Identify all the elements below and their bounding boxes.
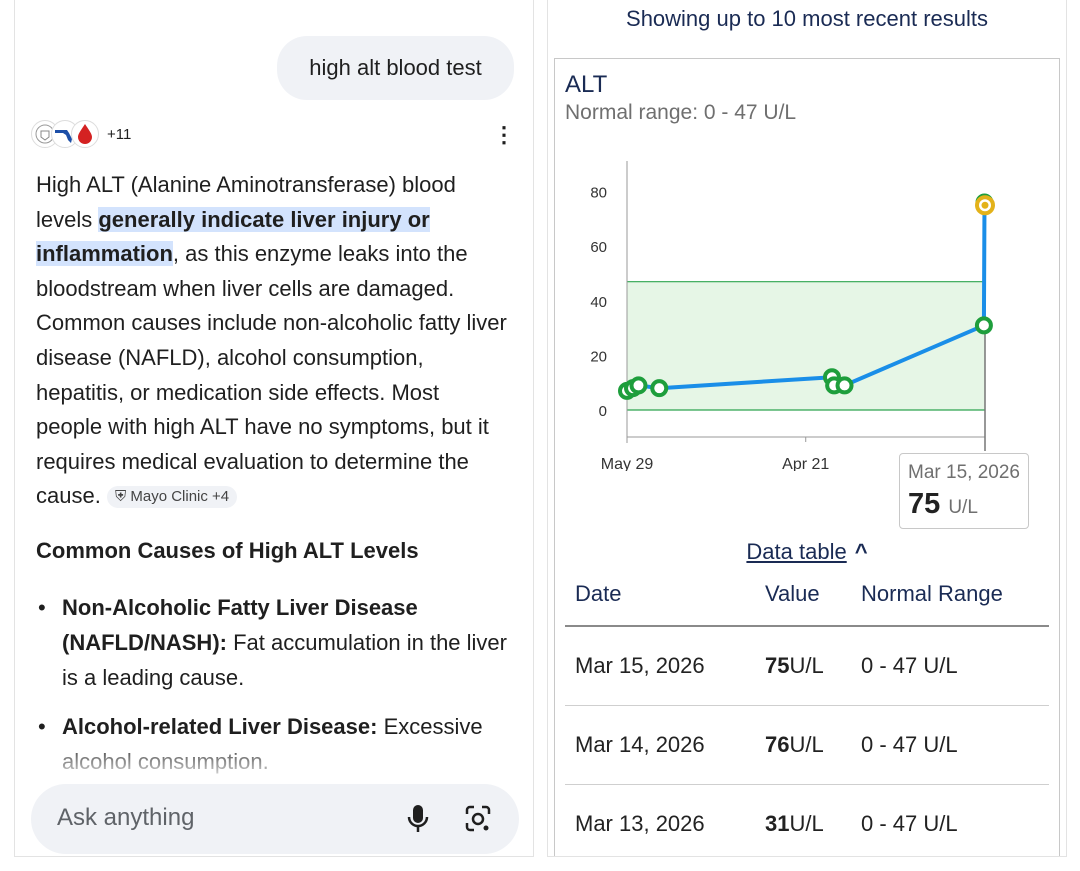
header-value: Value xyxy=(765,581,820,606)
section-heading: Common Causes of High ALT Levels xyxy=(36,538,419,563)
data-point xyxy=(650,379,669,398)
alt-result-card: ALT Normal range: 0 - 47 U/L 0 20 40 60 80 Ma… xyxy=(554,58,1060,856)
row-value-number: 76 xyxy=(765,732,790,757)
tooltip-unit: U/L xyxy=(948,497,978,518)
table-row: Mar 14, 2026 76U/L 0 - 47 U/L xyxy=(565,706,1049,785)
cause-title: Non-Alcoholic Fatty Liver Disease (NAFLD… xyxy=(62,595,418,655)
row-value-unit: U/L xyxy=(789,811,824,836)
data-point xyxy=(835,376,854,395)
row-range: 0 - 47 U/L xyxy=(861,732,958,757)
data-table-toggle[interactable]: Data table ^ xyxy=(555,539,1059,565)
x-tick-label: May 29 xyxy=(601,456,654,471)
ask-placeholder: Ask anything xyxy=(57,804,195,831)
y-tick-label: 60 xyxy=(590,239,607,256)
row-date: Mar 15, 2026 xyxy=(575,653,705,678)
tooltip-date: Mar 15, 2026 xyxy=(908,462,1020,483)
header-date: Date xyxy=(575,581,622,606)
ask-input[interactable]: Ask anything xyxy=(31,784,519,854)
row-value-unit: U/L xyxy=(789,732,824,757)
chart-tooltip: Mar 15, 2026 75 U/L xyxy=(899,453,1029,529)
data-point xyxy=(629,376,648,395)
highlighted-data-point-center xyxy=(981,201,989,209)
list-item: Non-Alcoholic Fatty Liver Disease (NAFLD… xyxy=(36,590,516,695)
lab-results-panel: Showing up to 10 most recent results ALT… xyxy=(547,0,1067,857)
scroll-fade xyxy=(15,740,533,784)
header-normal-range: Normal Range xyxy=(861,581,1003,606)
results-caption: Showing up to 10 most recent results xyxy=(626,6,988,31)
row-value-unit: U/L xyxy=(789,653,824,678)
row-value: 76U/L xyxy=(765,732,824,758)
assistant-panel: high alt blood test +11 ⋮ High ALT (Alan… xyxy=(14,0,534,857)
y-tick-label: 20 xyxy=(590,348,607,365)
cause-text: Fat accumulation in the liver is a leadi… xyxy=(62,630,507,690)
table-row: Mar 15, 2026 75U/L 0 - 47 U/L xyxy=(565,627,1049,706)
table-row: Mar 13, 2026 31U/L 0 - 47 U/L xyxy=(565,785,1049,856)
row-value: 75U/L xyxy=(765,653,824,679)
row-value: 31U/L xyxy=(765,811,824,837)
chevron-up-icon: ^ xyxy=(854,539,868,564)
row-range: 0 - 47 U/L xyxy=(861,653,958,678)
tooltip-value-block: 75 U/L xyxy=(908,488,978,521)
row-date: Mar 13, 2026 xyxy=(575,811,705,836)
blood-drop-icon xyxy=(71,120,99,148)
y-tick-label: 40 xyxy=(590,294,607,311)
data-table-link[interactable]: Data table xyxy=(746,539,847,564)
citation-label: Mayo Clinic +4 xyxy=(130,488,230,506)
row-value-number: 31 xyxy=(765,811,790,836)
camera-lens-icon[interactable] xyxy=(461,802,495,836)
x-tick-label: Apr 21 xyxy=(782,456,829,471)
microphone-icon[interactable] xyxy=(403,802,433,836)
answer-part-2: , as this enzyme leaks into the bloodstr… xyxy=(36,241,507,509)
y-tick-label: 0 xyxy=(599,403,607,420)
user-query-text: high alt blood test xyxy=(309,55,482,80)
y-tick-label: 80 xyxy=(590,185,607,202)
data-point xyxy=(974,316,993,335)
row-range: 0 - 47 U/L xyxy=(861,811,958,836)
ai-answer-text: High ALT (Alanine Aminotransferase) bloo… xyxy=(36,168,511,514)
row-date: Mar 14, 2026 xyxy=(575,732,705,757)
test-name: ALT xyxy=(565,71,608,98)
citation-chip[interactable]: ⛨ Mayo Clinic +4 xyxy=(106,486,238,509)
sources-row[interactable]: +11 xyxy=(31,120,131,148)
tooltip-value: 75 xyxy=(908,488,941,520)
cause-title: Alcohol-related Liver Disease: xyxy=(62,714,378,739)
table-header: Date Value Normal Range xyxy=(565,581,1049,627)
answer-part-1: High ALT (Alanine Aminotransferase) bloo… xyxy=(36,172,456,232)
normal-range-label: Normal range: 0 - 47 U/L xyxy=(565,101,797,124)
sources-count: +11 xyxy=(107,125,132,143)
normal-range-band xyxy=(627,281,985,410)
user-query-bubble: high alt blood test xyxy=(277,36,514,100)
more-options-icon[interactable]: ⋮ xyxy=(493,122,515,147)
row-value-number: 75 xyxy=(765,653,790,678)
